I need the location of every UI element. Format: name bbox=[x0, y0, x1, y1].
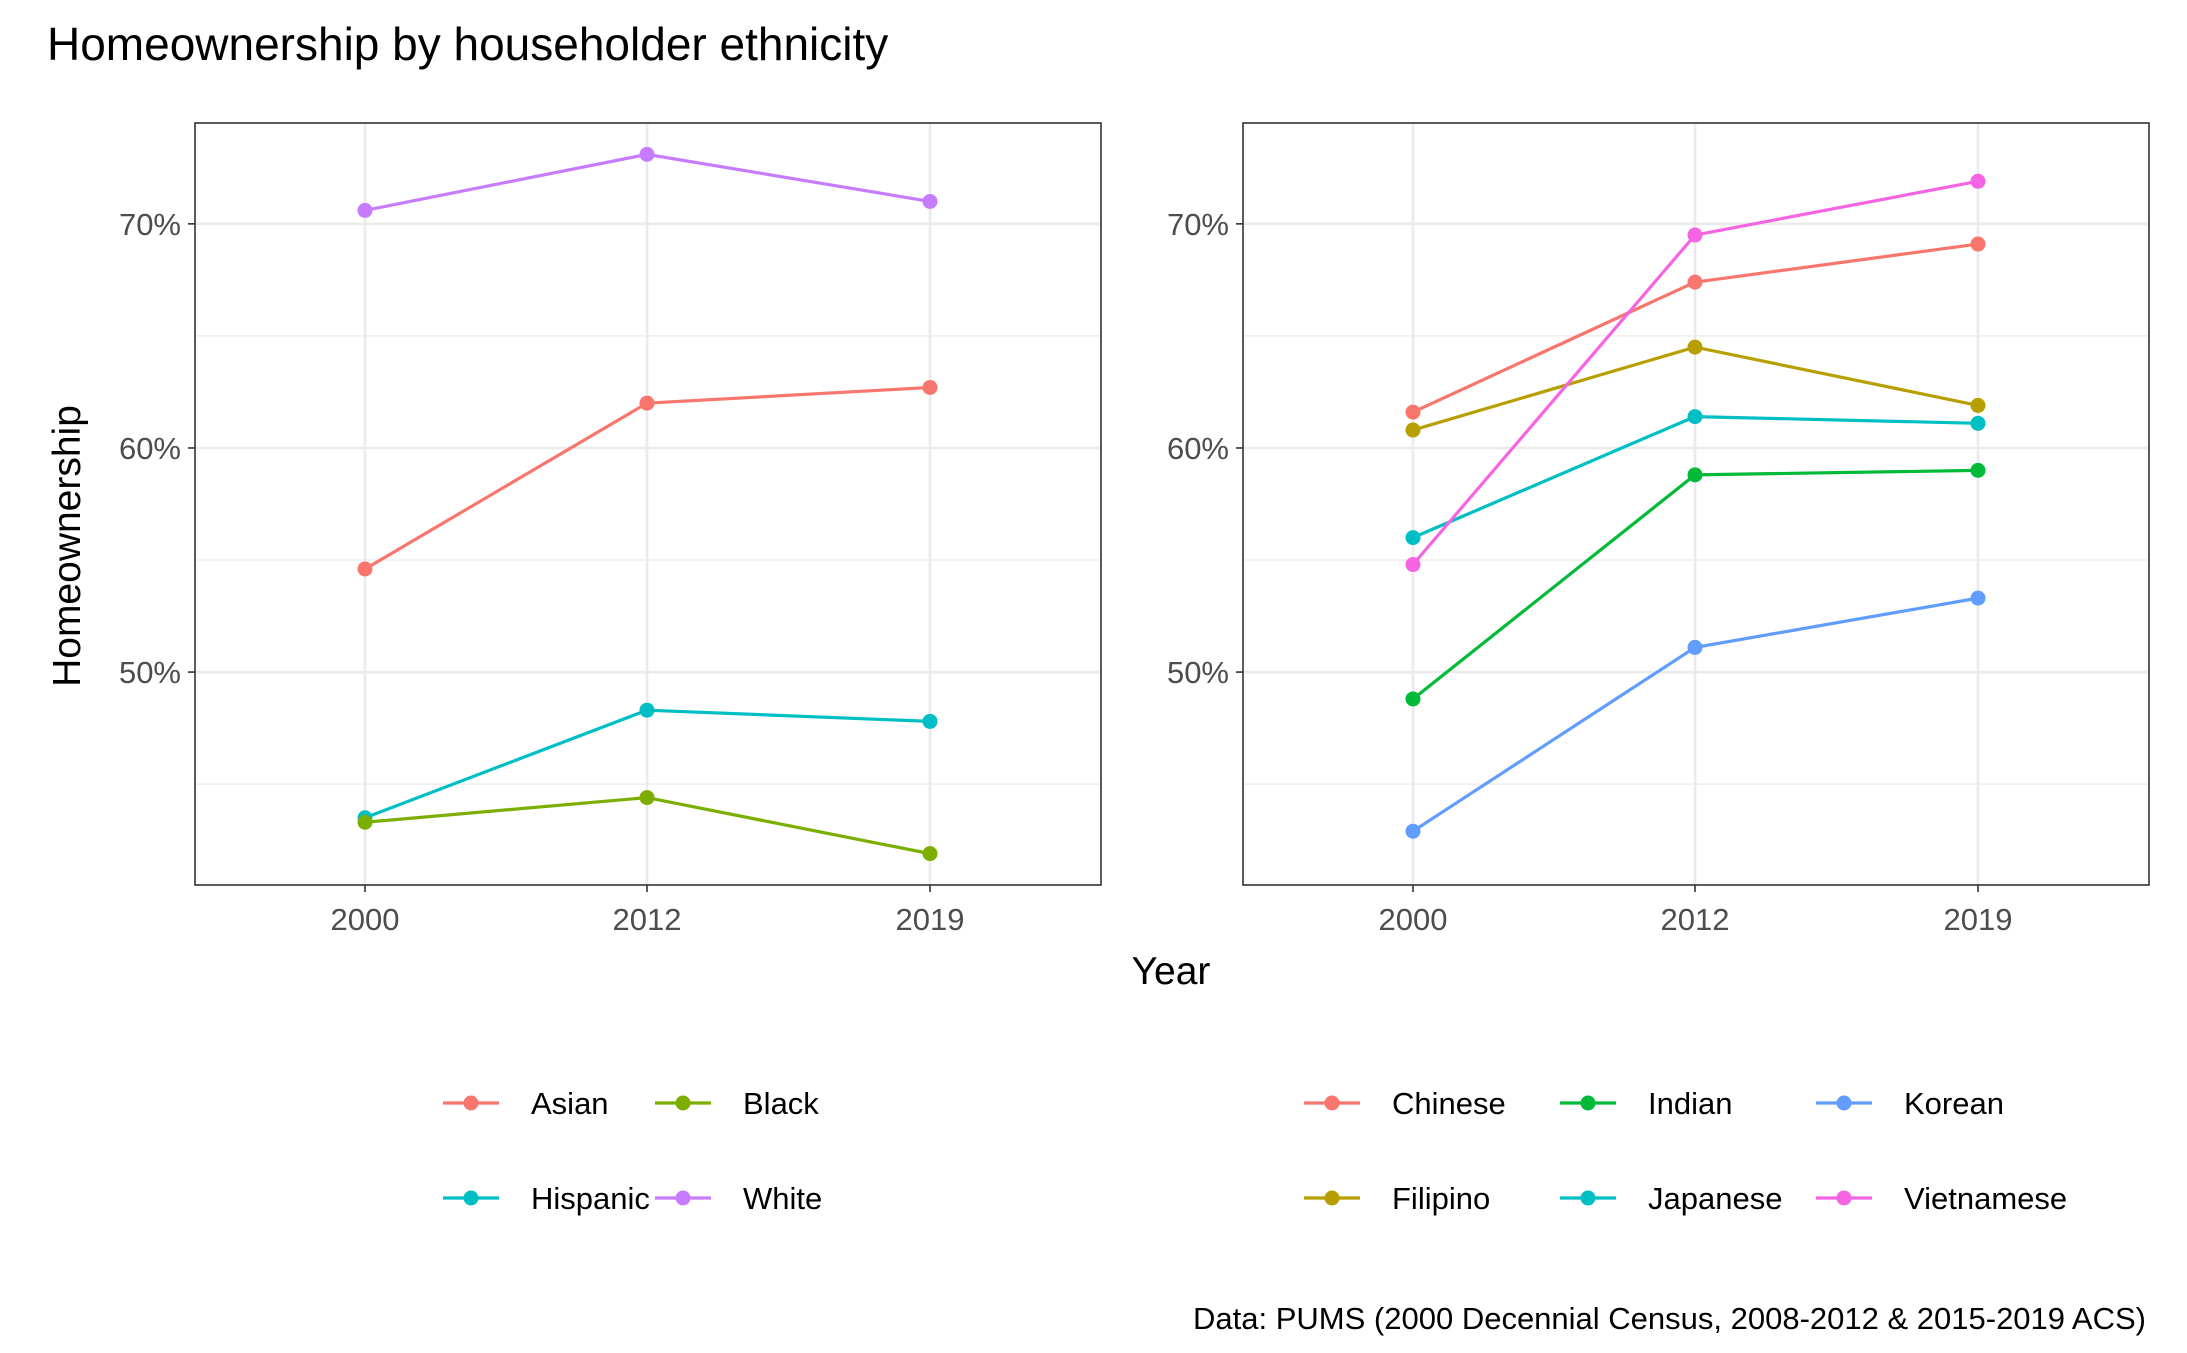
legend-item-black: Black bbox=[655, 1086, 819, 1121]
data-point-chinese bbox=[1405, 404, 1421, 420]
data-point-white bbox=[922, 193, 938, 209]
y-tick-label: 50% bbox=[119, 655, 181, 690]
x-tick-label: 2012 bbox=[613, 902, 682, 937]
panel-1: 50% 60% 70% 2000 2012 2019 Asian Hispanic Black W… bbox=[119, 122, 1102, 1216]
data-point-japanese bbox=[1405, 530, 1421, 546]
panel-border bbox=[194, 122, 1102, 886]
data-point-filipino bbox=[1970, 397, 1986, 413]
caption: Data: PUMS (2000 Decennial Census, 2008-… bbox=[1193, 1301, 2146, 1336]
legend-key-point bbox=[675, 1095, 691, 1111]
legend-item-vietnamese: Vietnamese bbox=[1816, 1181, 2067, 1216]
legend-label: Hispanic bbox=[531, 1181, 650, 1216]
legend-key-point bbox=[1324, 1190, 1340, 1206]
chart-title: Homeownership by householder ethnicity bbox=[47, 18, 888, 70]
x-tick-label: 2012 bbox=[1661, 902, 1730, 937]
legend-label: Korean bbox=[1904, 1086, 2004, 1121]
legend-item-korean: Korean bbox=[1816, 1086, 2004, 1121]
x-tick-label: 2000 bbox=[331, 902, 400, 937]
y-tick-label: 70% bbox=[1167, 207, 1229, 242]
data-point-black bbox=[639, 790, 655, 806]
legend-label: Indian bbox=[1648, 1086, 1732, 1121]
data-point-indian bbox=[1970, 462, 1986, 478]
data-point-korean bbox=[1405, 823, 1421, 839]
legend: Chinese Filipino Indian Japanese Korean Vietn… bbox=[1304, 1086, 2067, 1216]
legend-key-point bbox=[1836, 1095, 1852, 1111]
legend-item-japanese: Japanese bbox=[1560, 1181, 1782, 1216]
data-point-hispanic bbox=[639, 702, 655, 718]
y-tick-label: 60% bbox=[1167, 431, 1229, 466]
panel-2: 50% 60% 70% 2000 2012 2019 Chinese Filipino Indi… bbox=[1167, 122, 2150, 1216]
data-point-white bbox=[639, 146, 655, 162]
data-point-vietnamese bbox=[1970, 173, 1986, 189]
y-tick-label: 70% bbox=[119, 207, 181, 242]
data-point-white bbox=[357, 202, 373, 218]
data-point-korean bbox=[1687, 639, 1703, 655]
legend-label: Chinese bbox=[1392, 1086, 1506, 1121]
legend-label: Asian bbox=[531, 1086, 609, 1121]
data-point-indian bbox=[1405, 691, 1421, 707]
data-point-japanese bbox=[1687, 409, 1703, 425]
data-point-chinese bbox=[1970, 236, 1986, 252]
legend-key-point bbox=[1324, 1095, 1340, 1111]
legend-item-hispanic: Hispanic bbox=[443, 1181, 650, 1216]
legend-label: Japanese bbox=[1648, 1181, 1782, 1216]
legend-item-filipino: Filipino bbox=[1304, 1181, 1490, 1216]
data-point-asian bbox=[357, 561, 373, 577]
y-axis-label: Homeownership bbox=[46, 405, 89, 687]
legend-label: White bbox=[743, 1181, 822, 1216]
legend-item-indian: Indian bbox=[1560, 1086, 1732, 1121]
legend-key-point bbox=[463, 1095, 479, 1111]
legend-item-asian: Asian bbox=[443, 1086, 609, 1121]
legend-label: Black bbox=[743, 1086, 819, 1121]
data-point-vietnamese bbox=[1405, 557, 1421, 573]
data-point-asian bbox=[639, 395, 655, 411]
y-tick-label: 60% bbox=[119, 431, 181, 466]
data-point-indian bbox=[1687, 467, 1703, 483]
legend-key-point bbox=[463, 1190, 479, 1206]
data-point-asian bbox=[922, 379, 938, 395]
data-point-vietnamese bbox=[1687, 227, 1703, 243]
legend-item-chinese: Chinese bbox=[1304, 1086, 1506, 1121]
legend-key-point bbox=[1580, 1095, 1596, 1111]
x-tick-label: 2019 bbox=[896, 902, 965, 937]
y-tick-label: 50% bbox=[1167, 655, 1229, 690]
data-point-black bbox=[357, 814, 373, 830]
x-axis-label: Year bbox=[1132, 950, 1211, 993]
legend-item-white: White bbox=[655, 1181, 822, 1216]
x-tick-label: 2000 bbox=[1379, 902, 1448, 937]
data-point-chinese bbox=[1687, 274, 1703, 290]
data-point-hispanic bbox=[922, 713, 938, 729]
data-point-korean bbox=[1970, 590, 1986, 606]
legend-key-point bbox=[1836, 1190, 1852, 1206]
legend-label: Filipino bbox=[1392, 1181, 1490, 1216]
panel-border bbox=[1242, 122, 2150, 886]
legend-label: Vietnamese bbox=[1904, 1181, 2067, 1216]
data-point-black bbox=[922, 846, 938, 862]
data-point-filipino bbox=[1405, 422, 1421, 438]
legend: Asian Hispanic Black White bbox=[443, 1086, 822, 1216]
x-tick-label: 2019 bbox=[1944, 902, 2013, 937]
data-point-filipino bbox=[1687, 339, 1703, 355]
data-point-japanese bbox=[1970, 415, 1986, 431]
legend-key-point bbox=[1580, 1190, 1596, 1206]
legend-key-point bbox=[675, 1190, 691, 1206]
